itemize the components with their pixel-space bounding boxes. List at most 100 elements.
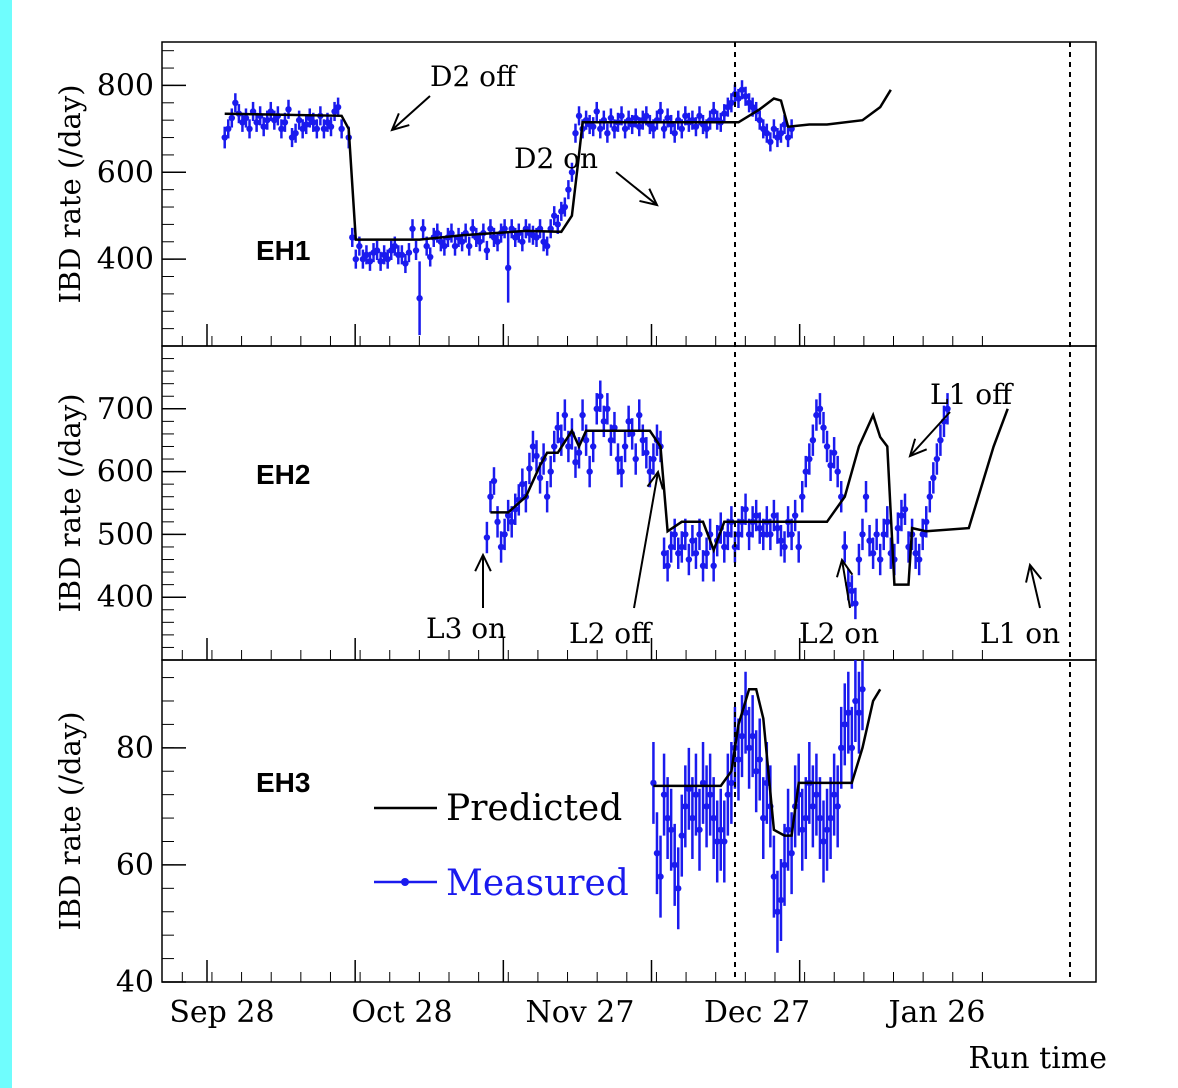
- measured-point: [228, 114, 236, 122]
- measured-point: [618, 112, 625, 120]
- measured-point: [855, 709, 863, 716]
- measured-point: [763, 130, 771, 137]
- measured-point: [664, 114, 671, 122]
- measured-point: [540, 238, 547, 245]
- measured-point: [260, 123, 267, 130]
- measured-point: [756, 756, 763, 763]
- measured-point: [767, 531, 774, 538]
- measured-point: [823, 826, 831, 833]
- measured-point: [710, 814, 717, 822]
- measured-point: [448, 229, 455, 237]
- measured-point: [589, 123, 597, 130]
- measured-point: [834, 803, 841, 810]
- measured-point: [597, 393, 604, 400]
- measured-point: [671, 130, 678, 137]
- measured-point: [628, 430, 636, 438]
- measured-point: [423, 242, 430, 250]
- measured-point: [388, 247, 395, 254]
- annotation-arrowhead: [1025, 562, 1043, 583]
- measured-point: [533, 234, 540, 241]
- measured-point: [650, 779, 657, 787]
- measured-point: [742, 506, 749, 513]
- measured-point: [604, 405, 611, 412]
- measured-point: [473, 234, 480, 241]
- measured-point: [579, 411, 586, 419]
- measured-point: [689, 537, 696, 544]
- measured-point: [678, 832, 685, 839]
- measured-point: [944, 405, 951, 412]
- chart: 400 600 800 IBD rate (/day) EH1 400 500 600 700 I…: [53, 41, 1107, 1076]
- measured-point: [749, 103, 756, 111]
- measured-point: [682, 531, 689, 538]
- measured-point: [823, 443, 831, 450]
- measured-point: [685, 785, 693, 792]
- measured-point: [246, 125, 253, 133]
- measured-point: [841, 721, 848, 728]
- measured-point: [497, 543, 505, 551]
- measured-point: [295, 116, 303, 124]
- measured-point: [901, 506, 909, 513]
- measured-point: [519, 238, 526, 245]
- measured-point: [752, 512, 760, 519]
- measured-point: [409, 225, 416, 232]
- measured-point: [848, 744, 856, 752]
- measured-point: [643, 112, 650, 120]
- measured-point: [884, 518, 891, 526]
- x-tick-label: Oct 28: [351, 995, 452, 1030]
- annotation-arrowhead: [908, 438, 928, 458]
- measured-point: [494, 518, 501, 526]
- measured-point: [373, 247, 381, 254]
- measured-point: [696, 531, 703, 538]
- measured-point: [434, 229, 441, 237]
- measured-point: [625, 418, 632, 425]
- measured-point: [281, 119, 289, 126]
- panel-label-eh1: EH1: [256, 235, 310, 266]
- measured-point: [774, 908, 781, 915]
- measured-point: [876, 556, 884, 563]
- measured-point: [894, 524, 902, 532]
- measured-point: [366, 258, 374, 265]
- measured-point: [607, 437, 615, 444]
- y-tick-label: 500: [97, 517, 154, 552]
- annotation-arrow: [1029, 564, 1041, 609]
- measured-point: [338, 125, 345, 133]
- measured-point: [721, 543, 728, 551]
- measured-point: [852, 600, 859, 607]
- measured-point: [809, 437, 817, 444]
- measured-point: [703, 803, 710, 810]
- measured-point: [728, 99, 735, 107]
- measured-point: [543, 493, 551, 500]
- measured-point: [664, 814, 671, 822]
- annotation-arrowhead: [639, 188, 659, 207]
- measured-point: [441, 242, 448, 250]
- panel-label-eh2: EH2: [256, 459, 310, 490]
- measured-point: [232, 99, 239, 107]
- measured-point: [504, 264, 512, 272]
- measured-point: [717, 826, 724, 833]
- measured-point: [621, 125, 629, 133]
- measured-point: [752, 768, 760, 775]
- predicted-line: [653, 688, 882, 837]
- measured-point: [551, 212, 558, 219]
- annotation-arrow: [391, 95, 431, 131]
- annotation-label: L1 on: [980, 617, 1060, 650]
- measured-point: [554, 221, 561, 228]
- measured-point: [607, 114, 615, 122]
- measured-point: [632, 455, 639, 463]
- measured-point: [820, 424, 827, 431]
- measured-point: [547, 468, 554, 475]
- measured-point: [391, 242, 398, 250]
- y-tick-label: 400: [97, 580, 154, 615]
- measured-point: [721, 838, 728, 845]
- y-tick-label: 800: [97, 68, 154, 103]
- annotation-label: L3 on: [426, 612, 506, 645]
- y-tick-label: 700: [97, 392, 154, 427]
- measured-point: [359, 255, 367, 263]
- measured-point: [671, 861, 678, 869]
- legend-measured-label: Measured: [446, 863, 629, 904]
- measured-point: [689, 814, 696, 822]
- measured-point: [561, 203, 569, 211]
- measured-point: [225, 125, 232, 133]
- x-tick-label: Sep 28: [169, 995, 274, 1030]
- measured-point: [660, 550, 668, 557]
